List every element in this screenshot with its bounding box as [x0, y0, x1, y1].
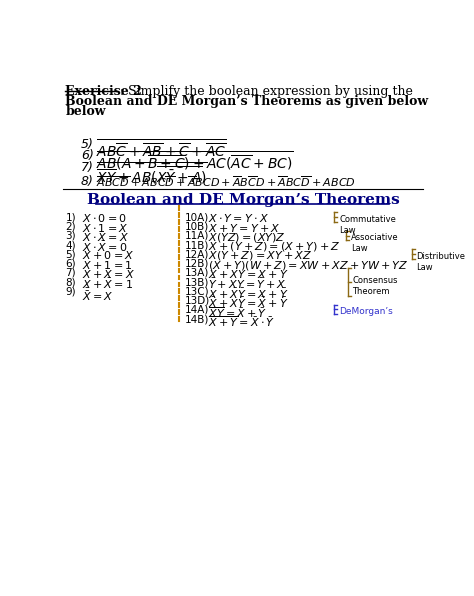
Text: $X + \bar{X} = 1$: $X + \bar{X} = 1$ [82, 277, 134, 291]
Text: below: below [65, 105, 106, 119]
Text: 8): 8) [81, 175, 94, 188]
Text: Distributive
Law: Distributive Law [417, 252, 465, 272]
Text: Commutative
Law: Commutative Law [339, 215, 396, 235]
Text: $\bar{\bar{X}} = X$: $\bar{\bar{X}} = X$ [82, 286, 114, 303]
Text: $X + Y = Y + X$: $X + Y = Y + X$ [208, 222, 281, 234]
Text: 6): 6) [65, 259, 76, 269]
Text: 4): 4) [65, 240, 76, 250]
Text: 7): 7) [81, 161, 94, 174]
Text: $X + \bar{X}\bar{Y} = X + \bar{Y}$: $X + \bar{X}\bar{Y} = X + \bar{Y}$ [208, 286, 289, 300]
Text: $\overline{ABCD}+ABC\overline{D}+\overline{A}BCD+\overline{A}B\overline{C}D+\ove: $\overline{ABCD}+ABC\overline{D}+\overli… [96, 175, 356, 190]
Text: 9): 9) [65, 286, 76, 296]
Text: Consensus
Theorem: Consensus Theorem [352, 277, 398, 296]
Text: 13C): 13C) [185, 286, 210, 296]
Text: 11B): 11B) [185, 240, 209, 250]
Text: 13B): 13B) [185, 277, 209, 287]
Text: $X + 1 = 1$: $X + 1 = 1$ [82, 259, 133, 271]
Text: 13D): 13D) [185, 296, 210, 306]
Text: Boolean and DE Morgan’s Theorems as given below: Boolean and DE Morgan’s Theorems as give… [65, 95, 428, 108]
Text: 10B): 10B) [185, 222, 209, 232]
Text: $X + X = X$: $X + X = X$ [82, 268, 136, 280]
Text: 14A): 14A) [185, 305, 209, 315]
Text: $\overline{X+Y} = \bar{X}\cdot\bar{Y}$: $\overline{X+Y} = \bar{X}\cdot\bar{Y}$ [208, 314, 275, 329]
Text: $\bar{Y} + XY = \bar{Y} + X$: $\bar{Y} + XY = \bar{Y} + X$ [208, 277, 287, 291]
Text: 12B): 12B) [185, 259, 209, 269]
Text: $X \cdot 0 = 0$: $X \cdot 0 = 0$ [82, 212, 128, 225]
Text: 1): 1) [65, 212, 76, 222]
Text: $X \cdot \bar{X} = 0$: $X \cdot \bar{X} = 0$ [82, 240, 128, 254]
Text: 11A): 11A) [185, 231, 209, 241]
Text: $\bar{X} + X\bar{Y} = \bar{X} + \bar{Y}$: $\bar{X} + X\bar{Y} = \bar{X} + \bar{Y}$ [208, 296, 289, 310]
Text: : Simplify the boolean expression by using the: : Simplify the boolean expression by usi… [116, 85, 413, 98]
Text: $(X+Y)(W+Z) = XW + XZ + YW + YZ$: $(X+Y)(W+Z) = XW + XZ + YW + YZ$ [208, 259, 409, 272]
Text: $X \cdot 1 = X$: $X \cdot 1 = X$ [82, 222, 129, 234]
Text: 10A): 10A) [185, 212, 209, 222]
Text: $X(Y+Z) = XY + XZ$: $X(Y+Z) = XY + XZ$ [208, 249, 312, 262]
Text: Exericise 2: Exericise 2 [65, 85, 142, 98]
Text: $X + 0 = X$: $X + 0 = X$ [82, 249, 135, 262]
Text: $\overline{\overline{XY}+AB(\overline{X\bar{Y}+A})}$: $\overline{\overline{XY}+AB(\overline{X\… [96, 161, 209, 187]
Text: $X \cdot X = X$: $X \cdot X = X$ [82, 231, 129, 243]
Text: 12A): 12A) [185, 249, 209, 259]
Text: $X \cdot Y = Y \cdot X$: $X \cdot Y = Y \cdot X$ [208, 212, 269, 225]
Text: 7): 7) [65, 268, 76, 278]
Text: 8): 8) [65, 277, 76, 287]
Text: $X(YZ) = (XY)Z$: $X(YZ) = (XY)Z$ [208, 231, 286, 244]
Text: 14B): 14B) [185, 314, 209, 324]
Text: $X + (Y+Z) = (X+Y) + Z$: $X + (Y+Z) = (X+Y) + Z$ [208, 240, 340, 253]
Text: $\overline{AB(A+\overline{B+C})+AC(\overline{AC}+BC)}$: $\overline{AB(A+\overline{B+C})+AC(\over… [96, 149, 294, 172]
Text: 13A): 13A) [185, 268, 209, 278]
Text: $X + XY = X + Y$: $X + XY = X + Y$ [208, 268, 289, 280]
Text: 6): 6) [81, 149, 94, 162]
Text: $\overline{XY} = \bar{X} + \bar{Y}$: $\overline{XY} = \bar{X} + \bar{Y}$ [208, 305, 267, 319]
Text: $\overline{AB\overline{C}+\overline{AB}+\overline{C}+\overline{AC}}$: $\overline{AB\overline{C}+\overline{AB}+… [96, 138, 227, 160]
Text: Boolean and DE Morgan’s Theorems: Boolean and DE Morgan’s Theorems [87, 193, 399, 207]
Text: 2): 2) [65, 222, 76, 232]
Text: 5): 5) [65, 249, 76, 259]
Text: 3): 3) [65, 231, 76, 241]
Text: 5): 5) [81, 138, 94, 151]
Text: DeMorgan’s: DeMorgan’s [339, 307, 393, 316]
Text: Associative
Law: Associative Law [351, 233, 398, 253]
